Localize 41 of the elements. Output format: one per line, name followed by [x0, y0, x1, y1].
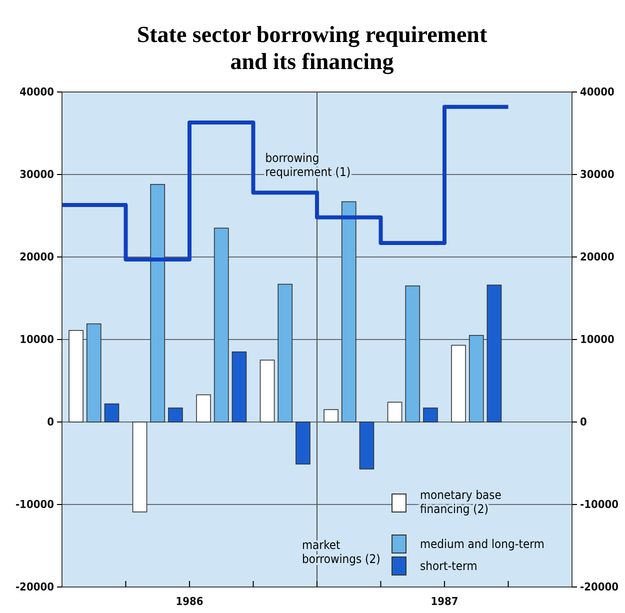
- bar: [86, 323, 102, 422]
- y2-tick-label: 40000: [580, 86, 615, 99]
- bar: [68, 330, 84, 422]
- bar: [278, 284, 293, 422]
- bar: [260, 360, 275, 422]
- y2-tick-label: -20000: [580, 580, 619, 594]
- y-tick-label: 0: [47, 416, 54, 429]
- y-tick-label: -20000: [15, 580, 54, 594]
- y2-tick-label: 30000: [580, 168, 615, 182]
- bar: [150, 184, 166, 422]
- legend-label: medium and long-term: [420, 537, 544, 551]
- bar: [423, 408, 438, 422]
- y-tick-label: -10000: [15, 498, 54, 512]
- y-tick-label: 10000: [20, 333, 54, 346]
- y2-tick-label: 10000: [580, 333, 615, 346]
- legend-label: monetary base financing (2): [420, 488, 502, 516]
- y2-tick-label: -10000: [580, 498, 619, 512]
- bar: [387, 402, 402, 422]
- y2-tick-label: 0: [580, 416, 587, 429]
- bar: [296, 422, 310, 464]
- bar: [359, 422, 374, 470]
- legend-label: short-term: [420, 559, 478, 573]
- bar: [214, 228, 229, 422]
- bar: [486, 284, 502, 422]
- bar: [468, 334, 484, 422]
- x-tick-label: 1986: [176, 594, 204, 608]
- y-tick-label: 20000: [20, 250, 54, 264]
- y2-tick-label: 20000: [580, 250, 615, 264]
- chart-title: State sector borrowing requirement and its financing: [136, 22, 488, 75]
- x-tick-label: 1987: [430, 594, 458, 608]
- bar: [451, 344, 466, 422]
- bar: [104, 403, 120, 422]
- y-tick-label: 30000: [20, 168, 54, 182]
- bar: [341, 201, 356, 422]
- bar: [405, 285, 420, 422]
- bar: [168, 408, 183, 422]
- y-tick-label: 40000: [20, 86, 54, 99]
- bar: [196, 394, 211, 422]
- bar: [132, 422, 148, 512]
- bar: [324, 409, 338, 422]
- bar: [232, 351, 247, 422]
